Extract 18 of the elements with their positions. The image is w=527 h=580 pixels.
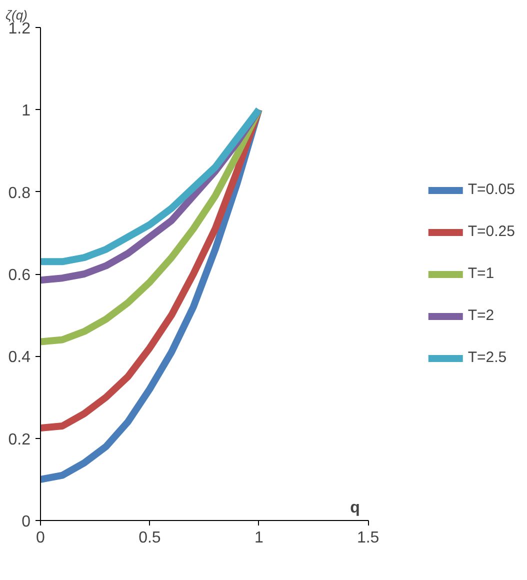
y-tick-label: 1 — [22, 102, 31, 120]
x-axis-title: q — [350, 500, 360, 516]
x-tick-label: 1.5 — [356, 530, 380, 546]
legend-label: T=2.5 — [468, 349, 507, 366]
x-tick-label: 1 — [254, 530, 264, 546]
y-tick-label: 0.2 — [8, 431, 31, 448]
y-tick-label: 0.8 — [8, 184, 31, 202]
legend-label: T=0.05 — [468, 181, 515, 198]
y-tick-label: 1.2 — [8, 20, 31, 38]
x-tick-label: 0 — [36, 530, 46, 546]
legend-label: T=1 — [468, 265, 494, 282]
y-tick-label: 0.6 — [8, 267, 31, 284]
y-tick-label: 0.4 — [8, 349, 31, 366]
legend-label: T=0.25 — [468, 223, 515, 240]
legend-label: T=2 — [468, 307, 494, 324]
y-axis-title: ζ(q) — [6, 8, 28, 22]
x-tick-label: 0.5 — [138, 530, 161, 546]
y-tick-label: 0 — [22, 514, 31, 530]
